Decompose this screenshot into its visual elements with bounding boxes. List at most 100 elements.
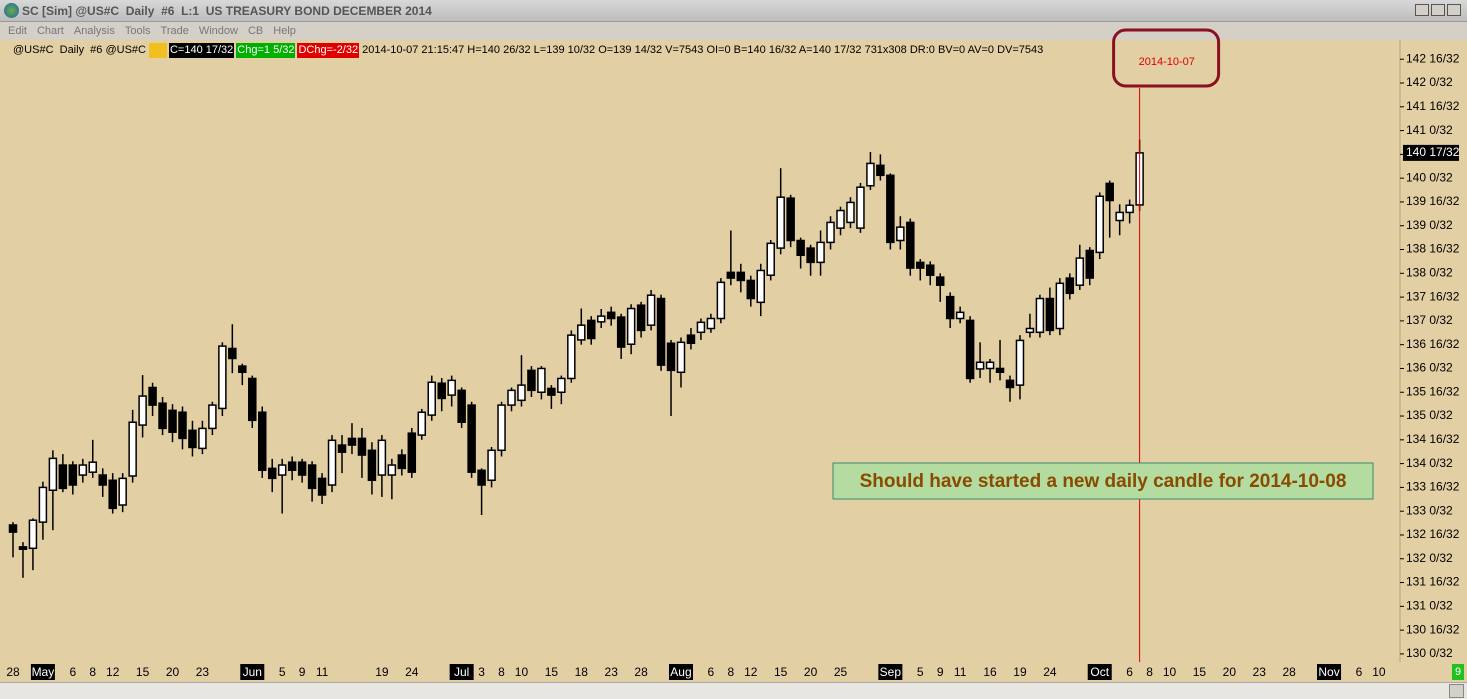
y-tick-label: 138 16/32 — [1406, 242, 1460, 256]
scrollbar[interactable] — [0, 682, 1467, 699]
candle-body-up — [38, 486, 48, 523]
month-label-box — [1087, 664, 1112, 680]
candle-body-down — [437, 382, 446, 400]
x-tick-label: 23 — [196, 665, 210, 679]
candle-body-up — [696, 321, 706, 334]
menu-item[interactable]: Tools — [124, 25, 151, 37]
candle-body-up — [277, 464, 287, 476]
x-tick-label: 8 — [727, 665, 734, 679]
plot-background — [0, 40, 1467, 682]
x-tick-label: 11 — [316, 665, 329, 679]
x-tick-label: 8 — [1146, 665, 1153, 679]
y-tick-label: 142 16/32 — [1406, 51, 1460, 65]
candle-body-up — [427, 381, 436, 416]
candle-body-down — [945, 295, 955, 320]
x-tick-label: 20 — [166, 665, 180, 679]
candle-body-down — [746, 279, 756, 300]
candle-body-up — [517, 384, 526, 402]
candle-body-down — [606, 311, 616, 320]
candle-body-down — [616, 316, 626, 348]
candle-body-down — [995, 367, 1005, 374]
x-tick-label: 3 — [478, 665, 485, 679]
candle-body-down — [467, 404, 476, 473]
candle-body-up — [596, 315, 606, 323]
candle-body-up — [866, 162, 875, 187]
candle-body-up — [567, 334, 576, 380]
candle-body-up — [1025, 327, 1035, 334]
candle-body-up — [128, 421, 137, 477]
app-icon — [4, 3, 19, 18]
candle-body-up — [1125, 204, 1134, 214]
y-tick-label: 132 16/32 — [1406, 527, 1460, 541]
info-bar: @US#C Daily #6 @US#C C=140 17/32 Chg=1 5… — [12, 43, 1044, 58]
x-tick-label: Oct — [1090, 665, 1109, 679]
candle-body-up — [577, 324, 586, 341]
candle-body-down — [188, 429, 197, 449]
maximize-button[interactable] — [1431, 4, 1445, 16]
last-price-box — [1403, 144, 1459, 161]
annotation-box — [832, 462, 1374, 500]
y-tick-label: 136 16/32 — [1406, 337, 1460, 351]
candle-body-up — [846, 201, 855, 224]
candle-body-down — [636, 304, 646, 332]
candle-body-down — [267, 467, 277, 480]
candle-body-up — [975, 361, 985, 370]
candle-body-up — [387, 464, 397, 476]
candle-body-down — [347, 437, 357, 446]
candle-body-up — [896, 226, 905, 242]
candle-body-up — [766, 242, 775, 276]
x-tick-label: 28 — [6, 665, 20, 679]
y-tick-label: 132 0/32 — [1406, 551, 1453, 565]
close-button[interactable] — [1447, 4, 1461, 16]
y-tick-label: 135 16/32 — [1406, 384, 1460, 398]
last-price-label: 140 17/32 — [1406, 145, 1460, 159]
candle-body-down — [108, 479, 117, 510]
menu-item[interactable]: Edit — [8, 25, 27, 37]
y-tick-label: 137 16/32 — [1406, 289, 1460, 303]
menu-item[interactable]: Chart — [36, 25, 64, 37]
minimize-button[interactable] — [1415, 4, 1429, 16]
menu-item[interactable]: CB — [247, 25, 264, 37]
status-box — [148, 43, 167, 58]
y-tick-label: 133 0/32 — [1406, 503, 1453, 517]
menu-item[interactable]: Analysis — [73, 25, 115, 37]
month-label-box — [668, 664, 693, 680]
x-tick-label: 8 — [498, 665, 505, 679]
candle-body-up — [826, 221, 835, 244]
candle-body-up — [507, 389, 516, 406]
menu-item[interactable]: Help — [273, 25, 296, 37]
x-tick-label: 28 — [634, 665, 648, 679]
menu-item[interactable]: Trade — [160, 25, 189, 37]
x-tick-label: Aug — [670, 665, 691, 679]
x-tick-label: 5 — [279, 665, 286, 679]
menu-item[interactable]: Window — [198, 25, 238, 37]
candle-body-up — [88, 461, 98, 473]
y-tick-label: 141 0/32 — [1406, 123, 1453, 137]
candle-body-down — [786, 197, 795, 242]
x-tick-label: Jun — [243, 665, 262, 679]
title-bar: SC [Sim] @US#C Daily #6 L:1 US TREASURY … — [0, 0, 1467, 22]
candle-body-up — [557, 377, 566, 393]
candle-body-down — [965, 319, 975, 380]
cursor-date-label: 2014-10-07 — [1139, 56, 1195, 68]
y-tick-label: 136 0/32 — [1406, 361, 1453, 375]
candle-body-down — [587, 319, 596, 340]
candle-body-down — [148, 386, 157, 406]
scroll-arrow[interactable] — [1449, 684, 1464, 698]
candle-body-down — [258, 411, 267, 472]
candle-body-up — [417, 411, 427, 436]
candle-body-up — [198, 427, 207, 450]
candle-body-up — [1055, 282, 1065, 330]
candle-body-down — [397, 454, 407, 470]
candle-body-down — [8, 524, 18, 533]
x-tick-label: 19 — [375, 665, 389, 679]
candle-body-down — [98, 474, 107, 486]
candle-body-up — [138, 395, 147, 426]
candle-body-up — [1115, 211, 1124, 222]
candle-body-down — [68, 464, 78, 486]
candle-body-down — [18, 546, 28, 550]
x-tick-label: 28 — [1282, 665, 1296, 679]
x-tick-label: 18 — [575, 665, 589, 679]
candle-body-down — [527, 369, 536, 392]
symbol-label: @US#C Daily #6 @US#C — [13, 44, 146, 56]
